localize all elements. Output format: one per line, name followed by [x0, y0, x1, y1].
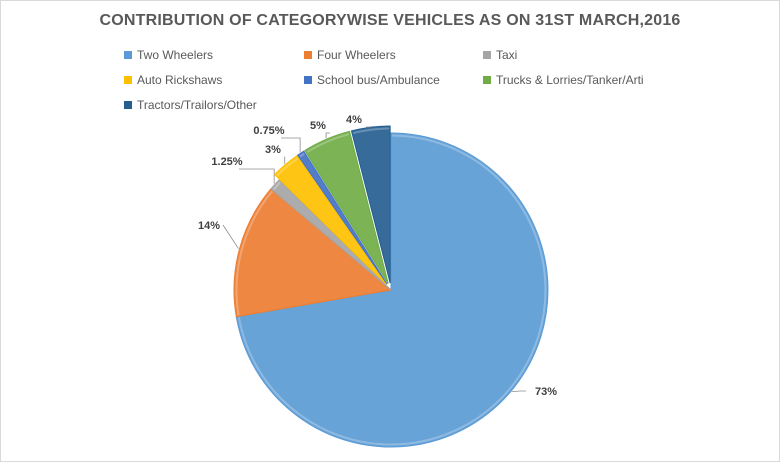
pie-slice-four-wheelers [233, 188, 393, 318]
legend-item-taxi: Taxi [483, 47, 517, 63]
leader-line [325, 132, 330, 139]
legend-item-trucks-lorries-tanker-arti: Trucks & Lorries/Tanker/Arti [483, 72, 644, 88]
chart-title: CONTRIBUTION OF CATEGORYWISE VEHICLES AS… [99, 12, 681, 29]
pie-slice-edge [299, 152, 305, 158]
data-label-school-bus-ambulance: 0.75% [253, 125, 284, 137]
legend: Two Wheelers Four Wheelers Taxi Auto Ricksh… [1, 1, 779, 121]
data-label-four-wheelers: 14% [198, 220, 220, 232]
legend-label: Taxi [496, 48, 518, 62]
data-label-two-wheelers: 73% [535, 386, 557, 398]
pie-slice-taxi [270, 179, 392, 291]
legend-label: Auto Rickshaws [137, 73, 223, 87]
legend-label: Two Wheelers [137, 48, 214, 62]
legend-item-two-wheelers: Two Wheelers [124, 47, 213, 63]
legend-swatch [304, 51, 312, 59]
legend-swatch [124, 101, 132, 109]
pie-slice-edge [272, 181, 281, 191]
data-label-auto-rickshaws: 3% [265, 144, 281, 156]
leader-line [281, 137, 301, 153]
legend-item-auto-rickshaws: Auto Rickshaws [124, 72, 222, 88]
leader-line [366, 126, 371, 128]
legend-item-tractors-trailors-other: Tractors/Trailors/Other [124, 97, 257, 113]
legend-item-school-bus-ambulance: School bus/Ambulance [304, 72, 440, 88]
leader-line [511, 390, 526, 393]
legend-swatch [483, 76, 491, 84]
pie-slice-edge [235, 190, 273, 316]
legend-label: Four Wheelers [317, 48, 396, 62]
legend-label: Trucks & Lorries/Tanker/Arti [496, 73, 644, 87]
data-label-tractors-trailors-other: 4% [346, 114, 362, 126]
legend-label: School bus/Ambulance [317, 73, 440, 87]
legend-swatch [124, 51, 132, 59]
legend-swatch [304, 76, 312, 84]
pie-slice-edge [237, 134, 547, 446]
pie-slice-edge [352, 127, 390, 135]
legend-label: Tractors/Trailors/Other [137, 98, 257, 112]
legend-item-four-wheelers: Four Wheelers [304, 47, 396, 63]
leader-line [239, 168, 275, 184]
pie-slice-school-bus-ambulance [296, 150, 388, 285]
legend-swatch [124, 76, 132, 84]
pie-slice-edge [276, 157, 299, 177]
data-label-trucks-lorries-tanker-arti: 5% [310, 120, 326, 132]
pie-slice-edge [306, 133, 350, 153]
legend-swatch [483, 51, 491, 59]
pie-slice-two-wheelers [235, 132, 549, 448]
data-label-taxi: 1.25% [211, 156, 242, 168]
pie-slice-auto-rickshaws [273, 154, 387, 286]
pie-slice-trucks-lorries-tanker-arti [304, 130, 389, 284]
leader-line [222, 224, 239, 249]
